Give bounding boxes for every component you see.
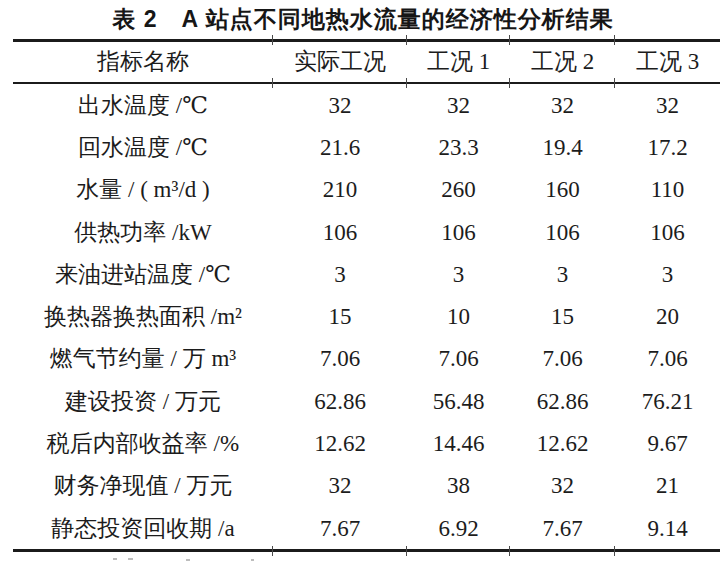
cell-value: 32: [407, 94, 510, 117]
cell-value: 20: [615, 305, 720, 328]
scan-artifact: [251, 559, 254, 561]
column-separator-tick: [509, 35, 510, 45]
column-separator-tick: [614, 78, 615, 88]
column-separator-tick: [406, 78, 407, 88]
cell-value: 32: [615, 94, 720, 117]
table-title: 表 2 A 站点不同地热水流量的经济性分析结果: [0, 4, 726, 35]
table-row: 静态投资回收期 /a 7.67 6.92 7.67 9.14: [13, 507, 720, 549]
row-label: 来油进站温度 /℃: [13, 263, 273, 286]
cell-value: 7.67: [510, 517, 615, 540]
cell-value: 76.21: [615, 390, 720, 413]
column-separator-tick: [614, 35, 615, 45]
cell-value: 14.46: [407, 432, 510, 455]
cell-value: 32: [510, 474, 615, 497]
header-cell-actual-condition: 实际工况: [273, 50, 407, 73]
cell-value: 12.62: [510, 432, 615, 455]
row-label: 出水温度 /℃: [13, 94, 273, 117]
cell-value: 19.4: [510, 136, 615, 159]
cell-value: 3: [273, 263, 407, 286]
cell-value: 210: [273, 178, 407, 201]
cell-value: 106: [615, 221, 720, 244]
header-cell-condition-2: 工况 2: [510, 50, 615, 73]
cell-value: 3: [510, 263, 615, 286]
header-cell-condition-3: 工况 3: [615, 50, 720, 73]
table-row: 回水温度 /℃ 21.6 23.3 19.4 17.2: [13, 126, 720, 168]
table-row: 建设投资 / 万元 62.86 56.48 62.86 76.21: [13, 380, 720, 422]
row-label: 建设投资 / 万元: [13, 390, 273, 413]
column-separator-tick: [614, 546, 615, 556]
cell-value: 110: [615, 178, 720, 201]
cell-value: 15: [273, 305, 407, 328]
cell-value: 23.3: [407, 136, 510, 159]
cell-value: 9.14: [615, 517, 720, 540]
table-row: 来油进站温度 /℃ 3 3 3 3: [13, 253, 720, 295]
column-separator-tick: [509, 78, 510, 88]
header-cell-indicator: 指标名称: [13, 50, 273, 73]
row-label: 回水温度 /℃: [13, 136, 273, 159]
row-label: 水量 / ( m³/d ): [13, 178, 273, 201]
table-row: 燃气节约量 / 万 m³ 7.06 7.06 7.06 7.06: [13, 338, 720, 380]
cell-value: 7.06: [273, 347, 407, 370]
cell-value: 32: [273, 474, 407, 497]
header-cell-condition-1: 工况 1: [407, 50, 510, 73]
economic-analysis-table: 指标名称 实际工况 工况 1 工况 2 工况 3 出水温度 /℃ 32 32 3…: [13, 39, 720, 552]
table-row: 换热器换热面积 /m² 15 10 15 20: [13, 295, 720, 337]
column-separator-tick: [406, 35, 407, 45]
column-separator-tick: [272, 35, 273, 45]
cell-value: 7.06: [510, 347, 615, 370]
cell-value: 3: [615, 263, 720, 286]
row-label: 供热功率 /kW: [13, 221, 273, 244]
table-row: 财务净现值 / 万元 32 38 32 21: [13, 465, 720, 507]
row-label: 静态投资回收期 /a: [13, 517, 273, 540]
cell-value: 10: [407, 305, 510, 328]
cell-value: 7.67: [273, 517, 407, 540]
cell-value: 32: [273, 94, 407, 117]
cell-value: 160: [510, 178, 615, 201]
cell-value: 260: [407, 178, 510, 201]
cell-value: 62.86: [273, 390, 407, 413]
cell-value: 32: [510, 94, 615, 117]
cell-value: 21.6: [273, 136, 407, 159]
row-label: 税后内部收益率 /%: [13, 432, 273, 455]
cell-value: 106: [510, 221, 615, 244]
table-header-row: 指标名称 实际工况 工况 1 工况 2 工况 3: [13, 42, 720, 82]
cell-value: 106: [273, 221, 407, 244]
cell-value: 17.2: [615, 136, 720, 159]
cell-value: 12.62: [273, 432, 407, 455]
cell-value: 7.06: [407, 347, 510, 370]
row-label: 换热器换热面积 /m²: [13, 305, 273, 328]
cell-value: 56.48: [407, 390, 510, 413]
cell-value: 3: [407, 263, 510, 286]
scan-artifact: [113, 558, 117, 560]
cell-value: 7.06: [615, 347, 720, 370]
cell-value: 21: [615, 474, 720, 497]
row-label: 燃气节约量 / 万 m³: [13, 347, 273, 370]
column-separator-tick: [406, 546, 407, 556]
table-row: 供热功率 /kW 106 106 106 106: [13, 211, 720, 253]
column-separator-tick: [272, 78, 273, 88]
cell-value: 9.67: [615, 432, 720, 455]
cell-value: 106: [407, 221, 510, 244]
table-row: 出水温度 /℃ 32 32 32 32: [13, 84, 720, 126]
scan-artifact: [186, 559, 190, 561]
column-separator-tick: [509, 546, 510, 556]
cell-value: 38: [407, 474, 510, 497]
cell-value: 15: [510, 305, 615, 328]
table-row: 水量 / ( m³/d ) 210 260 160 110: [13, 169, 720, 211]
paper-table-figure: 表 2 A 站点不同地热水流量的经济性分析结果 指标名称 实际工况 工况 1 工…: [0, 0, 726, 562]
row-label: 财务净现值 / 万元: [13, 474, 273, 497]
scan-artifact: [128, 558, 133, 560]
cell-value: 6.92: [407, 517, 510, 540]
cell-value: 62.86: [510, 390, 615, 413]
table-row: 税后内部收益率 /% 12.62 14.46 12.62 9.67: [13, 422, 720, 464]
column-separator-tick: [272, 546, 273, 556]
